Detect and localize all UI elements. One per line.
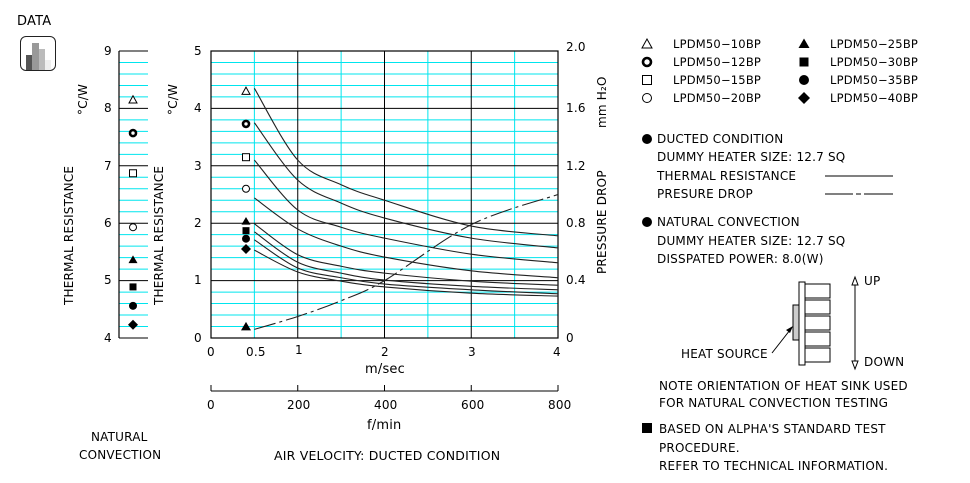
x-axis-unit: m/sec: [365, 362, 405, 377]
ducted-chart: [210, 50, 559, 392]
legend-symbols: [641, 37, 810, 104]
nat-ytick: 8: [104, 101, 112, 115]
pressure-drop-legend: PRESURE DROP: [657, 187, 753, 201]
heat-source-label: HEAT SOURCE: [681, 347, 768, 361]
dissipated-power: DISSPATED POWER: 8.0(W): [657, 252, 824, 266]
legend-item: LPDM50−20BP: [673, 91, 762, 105]
bullet-square-icon: [642, 423, 652, 433]
legend-item: LPDM50−40BP: [830, 91, 919, 105]
xtick: 4: [553, 345, 561, 359]
heat-sink-diagram: [771, 275, 859, 371]
natural-footer-1: NATURAL: [91, 430, 148, 444]
legend-item: LPDM50−30BP: [830, 55, 919, 69]
legend-item: LPDM50−15BP: [673, 73, 762, 87]
xtick: 0: [207, 345, 215, 359]
down-label: DOWN: [864, 355, 905, 369]
bullet-icon: [642, 134, 652, 144]
based-note-2: PROCEDURE.: [659, 441, 740, 455]
data-label: DATA: [17, 14, 52, 29]
orientation-note-2: FOR NATURAL CONVECTION TESTING: [659, 396, 889, 410]
x2tick: 0: [207, 398, 215, 412]
bullet-icon: [642, 217, 652, 227]
x2tick: 600: [461, 398, 485, 412]
xtick: 0.5: [246, 345, 266, 359]
legend-item: LPDM50−10BP: [673, 37, 762, 51]
y2tick: 1.6: [566, 101, 586, 115]
natural-convection-title: NATURAL CONVECTION: [657, 215, 800, 229]
nat-ytick: 7: [104, 159, 112, 173]
y2tick: 0: [566, 331, 574, 345]
legend-item: LPDM50−25BP: [830, 37, 919, 51]
based-note-3: REFER TO TECHNICAL INFORMATION.: [659, 459, 889, 473]
ducted-heater-size: DUMMY HEATER SIZE: 12.7 SQ: [657, 150, 846, 164]
ytick: 3: [194, 159, 202, 173]
nat-ytick: 6: [104, 216, 112, 230]
x2-axis-unit: f/min: [367, 418, 402, 433]
nat-ytick: 4: [104, 331, 112, 345]
y2tick: 0.4: [566, 273, 586, 287]
ytick: 1: [194, 273, 202, 287]
y2tick: 0.8: [566, 216, 586, 230]
orientation-note-1: NOTE ORIENTATION OF HEAT SINK USED: [659, 379, 908, 393]
chart-caption: AIR VELOCITY: DUCTED CONDITION: [274, 448, 501, 463]
nat-ytick: 9: [104, 44, 112, 58]
thermal-resistance-legend: THERMAL RESISTANCE: [657, 169, 797, 183]
xtick: 1: [295, 343, 303, 357]
legend-item: LPDM50−12BP: [673, 55, 762, 69]
x2tick: 800: [548, 398, 572, 412]
natural-convection-chart: [118, 50, 148, 339]
ducted-condition-title: DUCTED CONDITION: [657, 132, 784, 146]
x2tick: 400: [374, 398, 398, 412]
ytick: 0: [194, 331, 202, 345]
natural-heater-size: DUMMY HEATER SIZE: 12.7 SQ: [657, 234, 846, 248]
bar-chart-icon: [20, 36, 56, 71]
x2tick: 200: [287, 398, 311, 412]
ytick: 5: [194, 44, 202, 58]
natural-footer-2: CONVECTION: [79, 448, 162, 462]
y2tick: 2.0: [566, 40, 586, 54]
up-label: UP: [864, 274, 881, 288]
legend-item: LPDM50−35BP: [830, 73, 919, 87]
xtick: 3: [468, 345, 476, 359]
xtick: 2: [381, 345, 389, 359]
nat-ytick: 5: [104, 273, 112, 287]
ytick: 4: [194, 101, 202, 115]
ytick: 2: [194, 216, 202, 230]
based-note-1: BASED ON ALPHA'S STANDARD TEST: [659, 422, 886, 436]
y2tick: 1.2: [566, 159, 586, 173]
